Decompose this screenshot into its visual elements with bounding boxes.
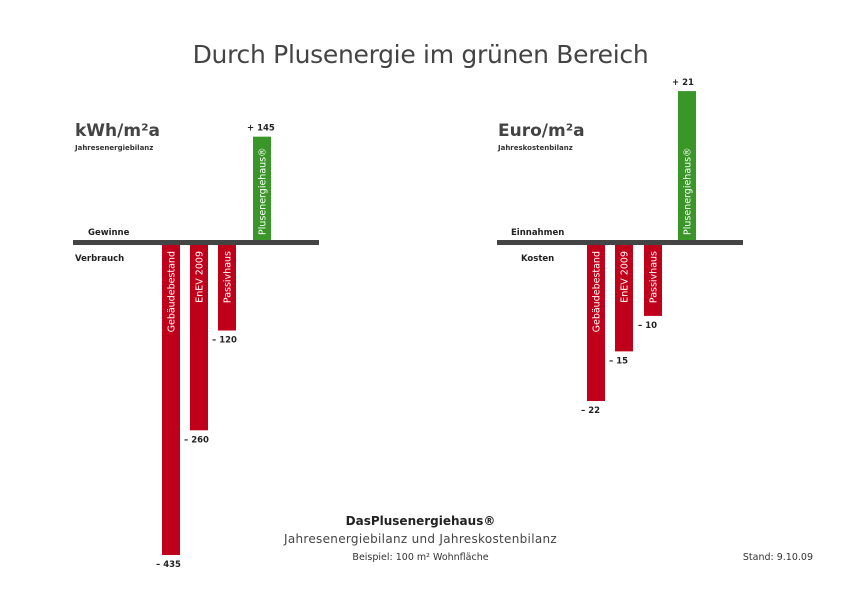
chart1-subtitle: Jahresenergiebilanz — [74, 144, 153, 152]
chart2-category-label-3: Passivhaus — [649, 251, 660, 303]
chart2-bar-2 — [615, 245, 633, 352]
chart1-category-label-4: Plusenergiehaus® — [258, 147, 269, 235]
chart1-bar-2 — [190, 245, 208, 431]
chart2-value-label-4: + 21 — [672, 78, 694, 88]
chart1-category-label-2: EnEV 2009 — [195, 251, 206, 303]
footer-subtitle: Jahresenergiebilanz und Jahreskostenbila… — [284, 532, 557, 546]
chart1-bar-4 — [253, 136, 271, 240]
chart2-value-label-1: – 22 — [581, 406, 600, 416]
chart-title: Durch Plusenergie im grünen Bereich — [192, 40, 649, 69]
chart1-negative-label: Verbrauch — [75, 254, 124, 264]
chart2-bar-3 — [644, 245, 662, 316]
chart1-value-label-2: – 260 — [184, 435, 209, 445]
chart2-value-label-2: – 15 — [609, 356, 628, 366]
chart2-category-label-1: Gebäudebestand — [592, 251, 603, 332]
chart1-category-label-3: Passivhaus — [223, 251, 234, 303]
chart2-subtitle: Jahreskostenbilanz — [497, 144, 573, 152]
chart2-positive-label: Einnahmen — [511, 228, 564, 238]
chart2-bar-1 — [587, 245, 605, 401]
date-stamp: Stand: 9.10.09 — [742, 552, 813, 563]
chart2-zero-axis — [497, 240, 743, 245]
footer-example: Beispiel: 100 m² Wohnfläche — [352, 552, 489, 563]
chart1-bar-3 — [218, 245, 236, 331]
chart1-positive-label: Gewinne — [88, 228, 130, 238]
chart1-value-label-4: + 145 — [247, 124, 275, 134]
chart2-category-label-4: Plusenergiehaus® — [683, 147, 694, 235]
chart2-unit-label: Euro/m²a — [498, 121, 585, 141]
chart1-category-label-1: Gebäudebestand — [167, 251, 178, 332]
chart1-unit-label: kWh/m²a — [75, 121, 160, 141]
chart1-bar-1 — [162, 245, 180, 555]
footer-title: DasPlusenergiehaus® — [345, 514, 496, 528]
chart2-category-label-2: EnEV 2009 — [620, 251, 631, 303]
chart1-zero-axis — [73, 240, 319, 245]
chart2-value-label-3: – 10 — [638, 321, 657, 331]
chart1-value-label-1: – 435 — [156, 560, 181, 570]
chart1-value-label-3: – 120 — [212, 336, 237, 346]
chart2-bar-4 — [678, 91, 696, 240]
chart2-negative-label: Kosten — [521, 254, 554, 264]
